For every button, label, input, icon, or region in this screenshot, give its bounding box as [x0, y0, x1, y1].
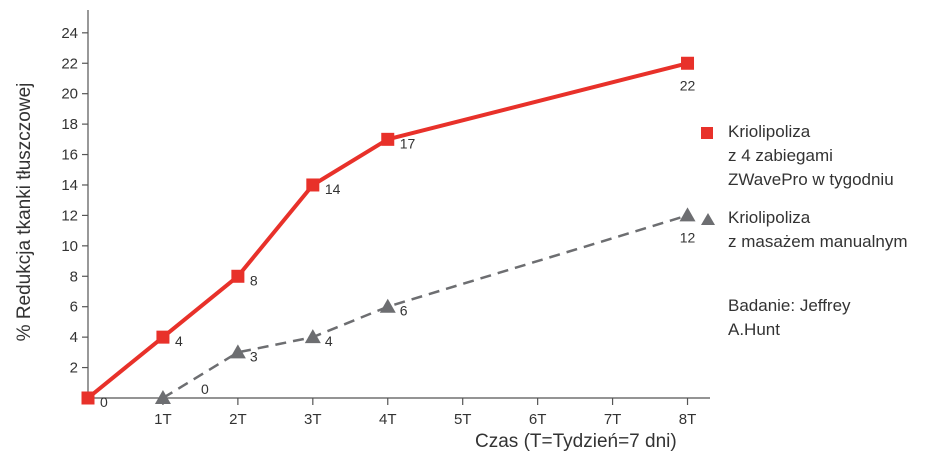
legend: Kriolipoliza z 4 zabiegami ZWavePro w ty…: [698, 120, 938, 342]
data-label: 3: [250, 348, 258, 364]
y-tick-label: 10: [61, 238, 78, 255]
data-label: 0: [201, 381, 209, 397]
y-tick-label: 4: [70, 329, 78, 346]
legend-label-line: Kriolipoliza: [728, 208, 811, 227]
y-tick-label: 18: [61, 116, 78, 133]
triangle-marker-icon: [701, 213, 715, 225]
data-point-square: [81, 391, 95, 405]
x-tick-label: 3T: [304, 411, 322, 428]
data-label: 12: [680, 229, 696, 245]
data-label: 4: [325, 333, 333, 349]
legend-label-line: z masażem manualnym: [728, 232, 908, 251]
x-tick-label: 2T: [229, 411, 247, 428]
legend-label-line: z 4 zabiegami: [728, 146, 833, 165]
x-tick-label: 5T: [454, 411, 472, 428]
source-line: Badanie: Jeffrey: [728, 296, 851, 315]
legend-entry-cryolipolysis-zwavepro: Kriolipoliza z 4 zabiegami ZWavePro w ty…: [698, 120, 938, 192]
data-point-square: [231, 269, 245, 283]
legend-label-line: Kriolipoliza: [728, 122, 811, 141]
data-point-triangle: [679, 207, 696, 222]
y-tick-label: 6: [70, 299, 78, 316]
data-point-square: [156, 330, 170, 344]
square-marker-icon: [701, 127, 713, 139]
y-tick-label: 22: [61, 55, 78, 72]
data-point-square: [381, 132, 395, 146]
data-point-square: [306, 178, 320, 192]
data-label: 0: [100, 394, 108, 410]
data-label: 6: [400, 303, 408, 319]
data-label: 14: [325, 181, 341, 197]
source-line: A.Hunt: [728, 320, 780, 339]
x-tick-label: 8T: [679, 411, 697, 428]
data-label: 22: [680, 77, 696, 93]
y-tick-label: 2: [70, 360, 78, 377]
data-label: 8: [250, 272, 258, 288]
x-axis-title: Czas (T=Tydzień=7 dni): [475, 431, 677, 452]
study-source-note: Badanie: Jeffrey A.Hunt: [698, 294, 938, 342]
y-tick-label: 8: [70, 268, 78, 285]
data-point-triangle: [154, 390, 171, 404]
y-tick-label: 16: [61, 147, 78, 164]
y-tick-label: 12: [61, 207, 78, 224]
data-point-triangle: [379, 298, 396, 313]
series-markers: [81, 56, 696, 405]
data-point-square: [681, 56, 695, 70]
x-tick-label: 7T: [604, 411, 622, 428]
series-line-0: [86, 61, 689, 400]
series-labels: 0 4 8 14 17 22 0 3 4 6 12: [100, 77, 696, 410]
data-point-triangle: [304, 329, 321, 344]
axes: [87, 10, 710, 399]
x-tick-label: 1T: [154, 411, 172, 428]
legend-entry-cryolipolysis-massage: Kriolipoliza z masażem manualnym: [698, 206, 938, 254]
y-tick-label: 20: [61, 86, 78, 103]
legend-label-line: ZWavePro w tygodniu: [728, 170, 894, 189]
data-point-triangle: [229, 344, 246, 359]
x-tick-label: 4T: [379, 411, 397, 428]
y-tick-label: 14: [61, 177, 78, 194]
x-tick-label: 6T: [529, 411, 547, 428]
series-line-1: [162, 214, 688, 400]
y-axis-title: % Redukcja tkanki tłuszczowej: [14, 83, 35, 342]
data-label: 4: [175, 333, 183, 349]
data-label: 17: [400, 135, 416, 151]
y-tick-label: 24: [61, 25, 78, 42]
